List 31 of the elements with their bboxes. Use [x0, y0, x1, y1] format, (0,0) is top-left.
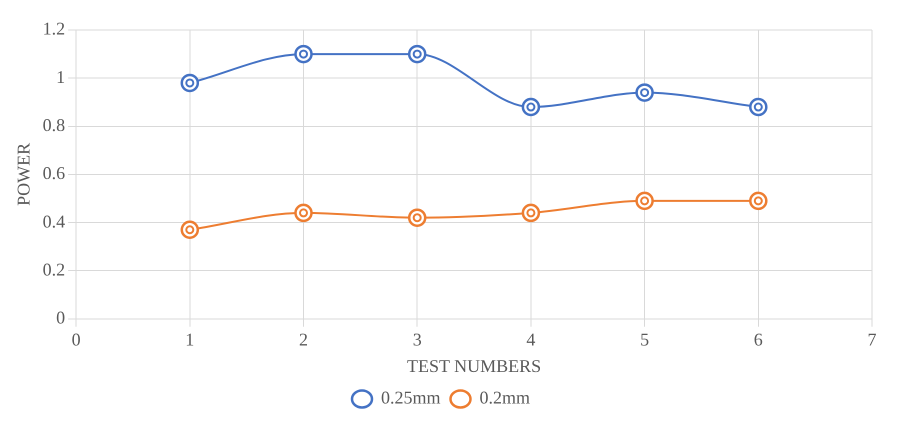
point [749, 192, 768, 210]
x-tick-label: 6 [754, 329, 763, 350]
legend-label: 0.25mm [381, 388, 441, 408]
point [180, 74, 200, 92]
y-tick-label: 1.2 [42, 18, 66, 39]
x-axis-title: TEST NUMBERS [406, 356, 542, 376]
point [180, 220, 200, 240]
point [522, 204, 540, 222]
x-tick-label: 4 [526, 329, 536, 350]
y-tick-label: 0.8 [42, 115, 66, 135]
point [294, 204, 313, 222]
x-tick-label: 1 [185, 329, 194, 350]
point [749, 98, 768, 116]
point [408, 208, 426, 227]
y-tick-label: 1 [56, 66, 66, 87]
x-tick-label: 2 [299, 329, 308, 350]
y-tick-label: 0.4 [42, 211, 66, 232]
legend-label: 0.2mm [480, 388, 530, 408]
x-tick-label: 5 [640, 329, 650, 350]
x-tick-label: 7 [868, 329, 876, 350]
y-tick-label: 0.6 [42, 163, 66, 184]
y-tick-label: 0 [56, 308, 66, 328]
x-tick-label: 0 [72, 329, 81, 350]
y-axis-title: POWER [14, 142, 34, 206]
point [635, 83, 654, 102]
x-tick-label: 3 [412, 329, 422, 350]
point [635, 192, 654, 210]
y-tick-label: 0.2 [42, 259, 66, 280]
point [408, 44, 426, 64]
point [294, 44, 313, 64]
point [522, 98, 540, 116]
